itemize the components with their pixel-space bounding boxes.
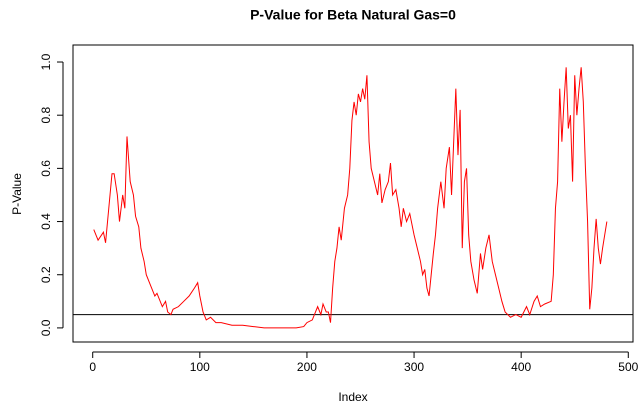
y-tick-label: 0.8 <box>39 107 53 124</box>
x-tick-label: 300 <box>404 360 424 374</box>
x-axis-label: Index <box>338 390 367 404</box>
chart-title: P-Value for Beta Natural Gas=0 <box>250 7 456 23</box>
x-tick-label: 0 <box>89 360 96 374</box>
plot-frame <box>72 44 634 343</box>
y-tick-label: 0.6 <box>39 160 53 177</box>
x-tick-label: 100 <box>190 360 210 374</box>
data-line <box>93 67 608 329</box>
y-tick-label: 1.0 <box>39 53 53 70</box>
y-tick-label: 0.4 <box>39 213 53 230</box>
x-tick-label: 500 <box>618 360 638 374</box>
y-tick-label: 0.2 <box>39 266 53 283</box>
y-tick-label: 0.0 <box>39 319 53 336</box>
y-axis-label: P-Value <box>10 173 24 215</box>
x-tick-label: 400 <box>511 360 531 374</box>
x-tick-label: 200 <box>297 360 317 374</box>
